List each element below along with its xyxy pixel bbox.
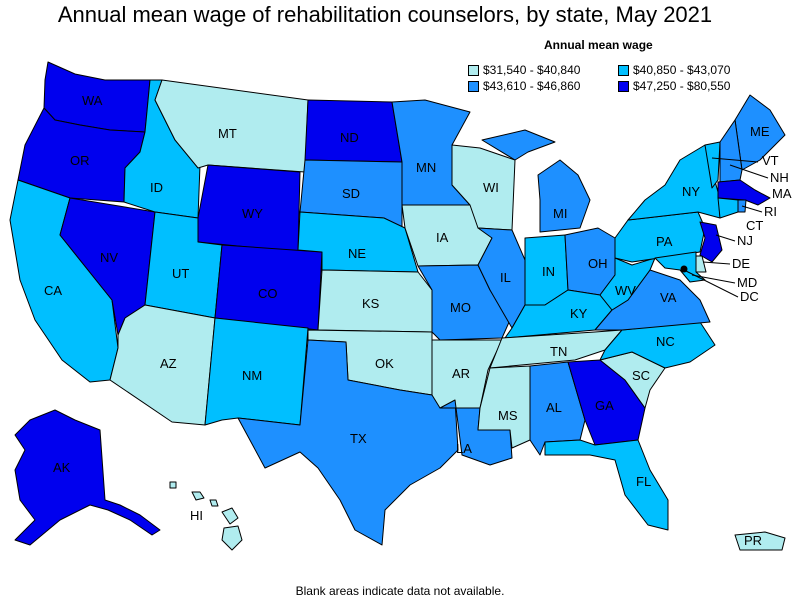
label-TN: TN [550,344,567,359]
label-NJ: NJ [737,233,753,248]
callout-line-de [702,261,731,265]
legend-row: $31,540 - $40,840 $40,850 - $43,070 [468,62,798,78]
label-IN: IN [542,264,555,279]
label-MT: MT [218,126,237,141]
legend-label: $31,540 - $40,840 [483,63,581,77]
state-AK[interactable] [14,409,161,546]
legend-label: $47,250 - $80,550 [633,79,731,93]
label-ND: ND [340,130,359,145]
label-CA: CA [44,283,62,298]
state-VT[interactable] [704,141,721,189]
label-OK: OK [375,356,394,371]
state-HI[interactable] [169,481,243,551]
legend-swatch [468,80,479,92]
label-SC: SC [632,368,650,383]
legend-item-class-1: $31,540 - $40,840 [468,62,618,78]
label-FL: FL [636,474,651,489]
label-NY: NY [682,184,700,199]
label-NE: NE [348,246,366,261]
callout-line-nh [729,164,769,179]
label-NV: NV [100,250,118,265]
legend-swatch [468,64,479,76]
label-ID: ID [150,180,163,195]
callout-line-dc [683,269,739,298]
label-AR: AR [452,366,470,381]
state-NY[interactable] [627,144,721,221]
label-AL: AL [546,400,562,415]
state-CT[interactable] [717,197,739,219]
label-AK: AK [53,460,71,475]
label-ME: ME [750,124,770,139]
legend-item-class-3: $43,610 - $46,860 [468,78,618,94]
label-MD: MD [737,275,757,290]
label-MS: MS [498,408,518,423]
label-CT: CT [746,218,763,233]
label-IA: IA [436,230,449,245]
state-NH[interactable] [719,119,743,183]
label-UT: UT [172,266,189,281]
label-DC: DC [740,289,759,304]
label-OR: OR [70,153,90,168]
label-NM: NM [242,368,262,383]
label-SD: SD [342,186,360,201]
label-OH: OH [588,256,608,271]
label-MO: MO [450,300,471,315]
label-VA: VA [660,290,677,305]
callout-line-md [691,274,736,284]
label-WI: WI [483,180,499,195]
label-CO: CO [258,286,278,301]
state-TX[interactable] [237,339,459,546]
state-PR[interactable] [734,531,786,551]
label-NC: NC [656,334,675,349]
legend-swatch [618,80,629,92]
state-DE[interactable] [695,255,707,273]
label-KY: KY [570,306,588,321]
label-KS: KS [362,296,380,311]
state-FL[interactable] [544,439,669,531]
label-WA: WA [82,93,103,108]
label-DE: DE [732,256,750,271]
label-HI: HI [190,508,203,523]
label-LA: LA [456,441,472,456]
label-NH: NH [770,170,789,185]
label-PA: PA [656,234,673,249]
label-PR: PR [744,533,762,548]
label-RI: RI [764,204,777,219]
state-MI[interactable] [481,129,591,233]
legend: Annual mean wage $31,540 - $40,840 $40,8… [468,38,798,94]
label-WV: WV [615,283,636,298]
label-AZ: AZ [160,356,177,371]
callout-line-vt [711,157,759,163]
legend-item-class-4: $47,250 - $80,550 [618,78,768,94]
label-MN: MN [416,160,436,175]
label-GA: GA [595,398,614,413]
label-VT: VT [762,153,779,168]
legend-swatch [618,64,629,76]
legend-label: $40,850 - $43,070 [633,63,731,77]
label-MA: MA [772,186,792,201]
label-TX: TX [350,431,367,446]
label-WY: WY [242,206,263,221]
label-MI: MI [553,206,567,221]
legend-label: $43,610 - $46,860 [483,79,581,93]
callout-line-ri [741,205,763,213]
map-title: Annual mean wage of rehabilitation couns… [57,2,713,27]
legend-row: $43,610 - $46,860 $47,250 - $80,550 [468,78,798,94]
legend-title: Annual mean wage [544,38,653,52]
state-NJ[interactable] [699,221,723,263]
label-IL: IL [500,270,511,285]
callout-line-nj [715,234,736,242]
legend-item-class-2: $40,850 - $43,070 [618,62,768,78]
footnote: Blank areas indicate data not available. [295,584,505,598]
